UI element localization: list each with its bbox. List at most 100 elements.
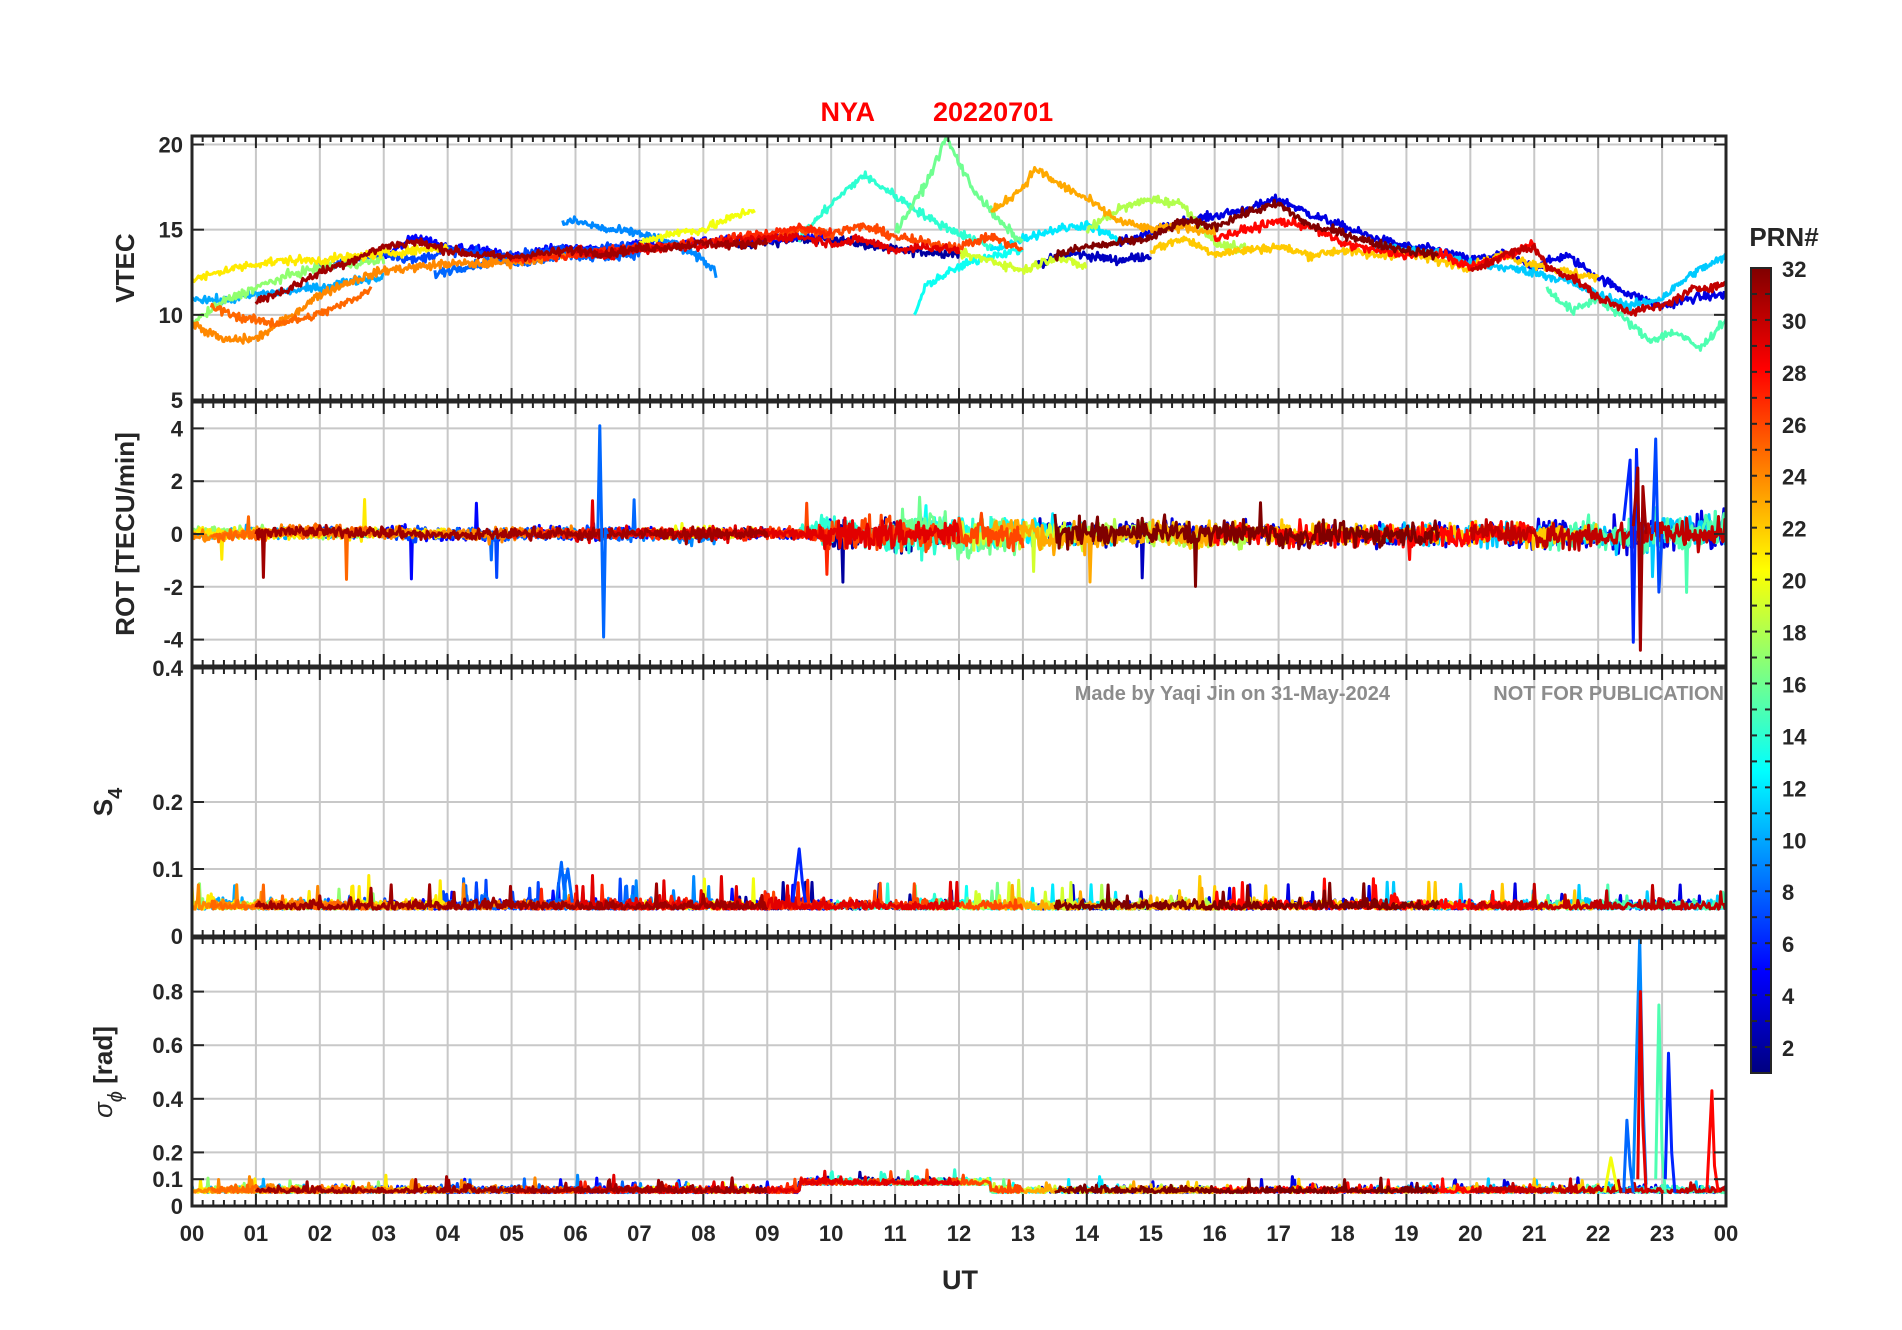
x-tick-label: 10 [819,1221,843,1246]
series-prn-32-vtec [1053,198,1439,262]
series-prn-32-sigphi [1054,1176,1439,1195]
x-tick-label: 07 [627,1221,651,1246]
series-group-vtec [192,136,1726,352]
series-prn-20-sigphi [1603,1156,1619,1193]
colorbar-tick-label: 26 [1782,413,1806,438]
x-tick-label: 17 [1266,1221,1290,1246]
colorbar-title: PRN# [1749,222,1819,252]
panel-s4: 0 0.1 0.2 0.4 S4 [88,656,1728,949]
x-tick-label: 05 [499,1221,523,1246]
y-axis-label-rot: ROT [TECU/min] [110,432,140,636]
series-prn-31-vtec [254,237,769,305]
x-tick-label: 02 [308,1221,332,1246]
x-tick-label: 22 [1586,1221,1610,1246]
colorbar-tick-label: 18 [1782,621,1806,646]
series-prn-8-s4 [554,860,574,903]
series-prn-12-vtec [989,220,1121,252]
x-tick-label: 16 [1202,1221,1226,1246]
y-tick-label: 0.2 [152,1140,183,1165]
y-tick-label: 0.4 [152,656,183,681]
y-tick-label: 0.2 [152,790,183,815]
panel-rot: -4 -2 0 2 4 ROT [TECU/min] [110,400,1728,668]
y-tick-label: -2 [163,575,183,600]
x-tick-label: 11 [883,1221,906,1246]
series-prn-31-rot [1631,466,1648,652]
series-prn-21-vtec [192,243,449,284]
y-axis-label-vtec: VTEC [110,233,140,303]
colorbar-tick-label: 28 [1782,361,1806,386]
series-prn-30-s4 [1469,882,1726,911]
series-prn-22-vtec [1149,235,1600,283]
y-tick-label: -4 [163,628,183,653]
series-group-rot [192,424,1726,652]
colorbar-tick-label: 12 [1782,776,1806,801]
series-prn-31-sigphi [254,1175,768,1195]
series-prn-31-s4 [254,882,769,911]
x-tick-label: 12 [947,1221,971,1246]
y-tick-label: 20 [159,133,183,158]
colorbar-tick-label: 32 [1782,257,1806,282]
series-prn-20-vtec [638,208,756,247]
y-axis-label-sigphi: σϕ [rad] [88,1026,127,1118]
colorbar-tick-label: 16 [1782,672,1806,697]
colorbar-tick-label: 14 [1782,724,1807,749]
x-tick-label: 04 [435,1221,460,1246]
x-tick-label: 20 [1458,1221,1482,1246]
colorbar-tick-label: 30 [1782,309,1806,334]
y-tick-label: 0 [171,1194,183,1219]
x-tick-label: 18 [1330,1221,1354,1246]
x-tick-label: 23 [1650,1221,1674,1246]
series-prn-7-rot [1651,437,1664,594]
x-tick-label: 14 [1075,1221,1100,1246]
series-prn-30-rot [1468,515,1726,554]
series-prn-23-s4 [989,883,1216,911]
series-prn-19-vtec [957,247,1088,275]
series-prn-4-vtec [1117,193,1726,310]
series-prn-8-rot [596,424,609,639]
y-label-sigma: σ [88,1101,118,1118]
y-label-unit: [rad] [88,1026,118,1091]
colorbar-tick-label: 8 [1782,880,1794,905]
colorbar-gradient [1750,267,1772,1074]
series-prn-16-rot [893,495,1025,561]
series-prn-15-sigphi [1654,1003,1667,1193]
x-tick-label: 09 [755,1221,779,1246]
colorbar-tick-label: 2 [1782,1036,1794,1061]
colorbar-tick-label: 10 [1782,828,1806,853]
series-prn-23-vtec [990,166,1217,236]
y-tick-label: 0 [171,522,183,547]
series-prn-24-vtec [192,248,577,345]
series-prn-6-s4 [791,847,808,903]
y-tick-label: 2 [171,469,183,494]
x-axis-label: UT [942,1265,978,1295]
y-tick-label: 0.6 [152,1033,183,1058]
y-tick-label: 4 [171,416,184,441]
x-tick-label: 00 [180,1221,204,1246]
series-prn-29-sigphi [1636,990,1648,1193]
x-tick-label: 15 [1139,1221,1163,1246]
series-prn-32-rot [1053,501,1440,588]
y-tick-label: 0 [171,924,183,949]
series-prn-14-vtec [797,170,993,252]
chart-title-station: NYA [820,97,875,127]
y-tick-label: 0.8 [152,980,183,1005]
series-prn-16-vtec [893,136,1024,243]
series-prn-25-vtec [209,285,373,328]
series-group-s4 [192,847,1726,911]
series-prn-30-sigphi [1469,1177,1726,1195]
x-tick-label: 03 [372,1221,396,1246]
series-prn-30-vtec [1469,243,1726,317]
x-tick-label: 21 [1522,1221,1546,1246]
x-tick-label: 00 [1714,1221,1738,1246]
series-prn-6-sigphi [1663,1051,1677,1193]
colorbar-tick-label: 24 [1782,465,1807,490]
y-tick-label: 10 [159,303,183,328]
x-tick-label: 13 [1011,1221,1035,1246]
x-tick-label: 06 [563,1221,587,1246]
panel-sigphi: 00.10.2 0.4 0.6 0.8 σϕ [rad] [88,936,1728,1219]
series-group-sigphi [192,938,1726,1195]
y-tick-label: 15 [159,218,183,243]
